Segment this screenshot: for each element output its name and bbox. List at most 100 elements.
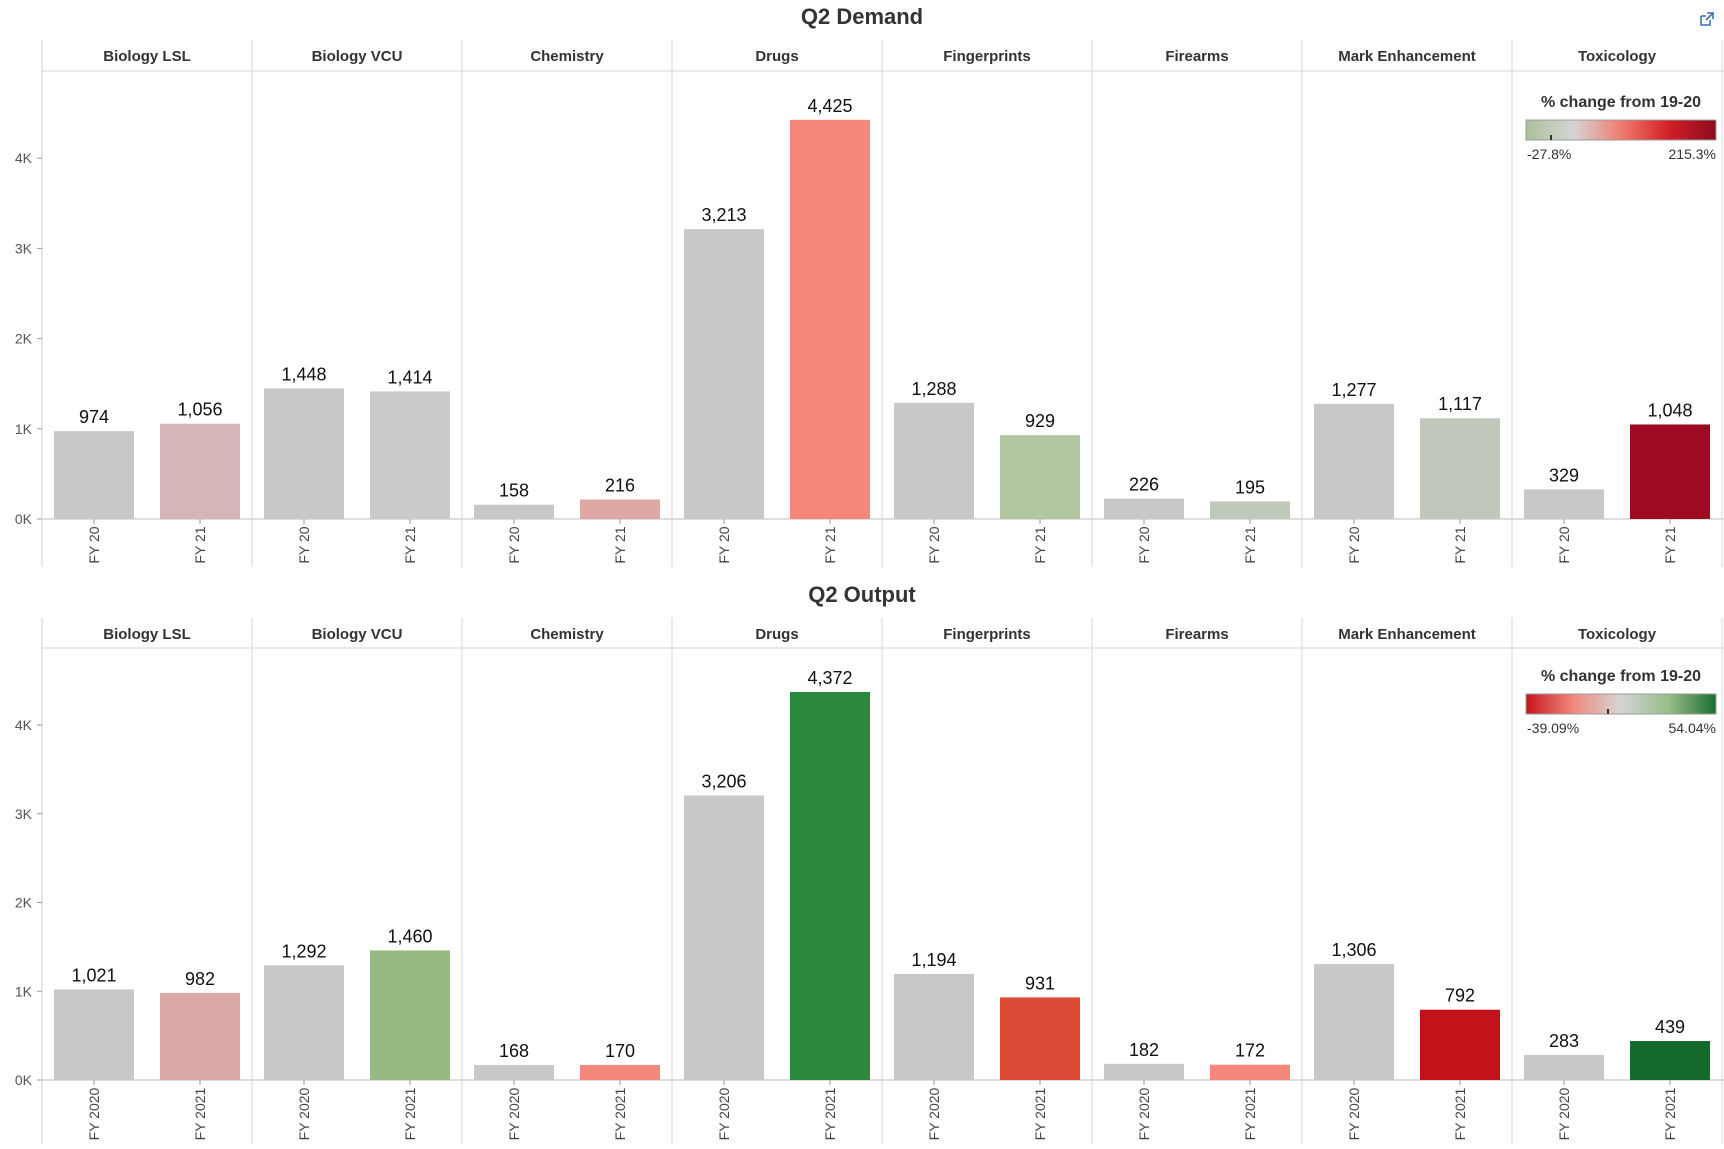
output-x-tick-label: FY 2021 <box>822 1087 838 1140</box>
demand-x-tick-label: FY 20 <box>1346 526 1362 563</box>
output-bar-fy2021 <box>1210 1064 1290 1080</box>
output-data-label: 1,460 <box>387 926 432 946</box>
output-x-tick-label: FY 2021 <box>402 1087 418 1140</box>
output-x-tick-label: FY 2021 <box>612 1087 628 1140</box>
output-x-tick-label: FY 2021 <box>1032 1087 1048 1140</box>
demand-data-label: 195 <box>1235 477 1265 497</box>
output-bar-fy2021 <box>580 1064 660 1080</box>
demand-category-header: Fingerprints <box>943 48 1031 65</box>
demand-x-tick-label: FY 21 <box>192 526 208 563</box>
output-x-tick-label: FY 2021 <box>1242 1087 1258 1140</box>
output-category-header: Firearms <box>1165 626 1228 643</box>
output-data-label: 172 <box>1235 1041 1265 1061</box>
demand-data-label: 1,048 <box>1647 400 1692 420</box>
demand-x-tick-label: FY 20 <box>1556 526 1572 563</box>
demand-data-label: 1,414 <box>387 367 432 387</box>
output-category-header: Biology LSL <box>103 626 191 643</box>
output-data-label: 1,194 <box>911 950 956 970</box>
output-bar-fy2021 <box>160 992 240 1080</box>
demand-bar-fy2021 <box>790 119 870 520</box>
demand-x-tick-label: FY 20 <box>296 526 312 563</box>
output-y-tick-label: 3K <box>15 806 33 822</box>
demand-data-label: 1,277 <box>1331 380 1376 400</box>
demand-x-tick-label: FY 21 <box>1452 526 1468 563</box>
demand-data-label: 929 <box>1025 411 1055 431</box>
output-chart-title: Q2 Output <box>808 582 916 607</box>
demand-category-header: Chemistry <box>530 48 604 65</box>
output-category-header: Drugs <box>755 626 798 643</box>
demand-x-tick-label: FY 21 <box>1662 526 1678 563</box>
output-category-header: Fingerprints <box>943 626 1031 643</box>
output-x-tick-label: FY 2020 <box>716 1087 732 1140</box>
output-x-tick-label: FY 2021 <box>1662 1087 1678 1140</box>
output-x-tick-label: FY 2020 <box>86 1087 102 1140</box>
demand-data-label: 1,448 <box>281 364 326 384</box>
output-category-header: Biology VCU <box>312 626 403 643</box>
demand-data-label: 226 <box>1129 475 1159 495</box>
output-x-tick-label: FY 2021 <box>192 1087 208 1140</box>
output-y-tick-label: 1K <box>15 983 33 999</box>
output-bar-fy2021 <box>790 691 870 1080</box>
demand-x-tick-label: FY 21 <box>822 526 838 563</box>
output-legend-max-label: 54.04% <box>1669 720 1716 736</box>
output-data-label: 931 <box>1025 973 1055 993</box>
demand-x-tick-label: FY 21 <box>402 526 418 563</box>
demand-x-tick-label: FY 21 <box>612 526 628 563</box>
output-bar-fy2021 <box>1630 1041 1710 1080</box>
output-bar-fy2020 <box>54 989 134 1080</box>
output-legend-title: % change from 19-20 <box>1541 668 1701 685</box>
output-y-tick-label: 0K <box>15 1072 33 1088</box>
demand-y-tick-label: 3K <box>15 240 33 256</box>
output-y-tick-label: 4K <box>15 717 33 733</box>
demand-data-label: 329 <box>1549 465 1579 485</box>
demand-bar-fy2020 <box>54 431 134 519</box>
output-data-label: 3,206 <box>701 771 746 791</box>
demand-bar-fy2021 <box>1420 418 1500 519</box>
demand-bar-fy2020 <box>1524 489 1604 519</box>
demand-data-label: 1,056 <box>177 400 222 420</box>
demand-x-tick-label: FY 20 <box>506 526 522 563</box>
output-x-tick-label: FY 2020 <box>1556 1087 1572 1140</box>
output-data-label: 1,021 <box>71 965 116 985</box>
demand-bar-fy2021 <box>1000 435 1080 519</box>
demand-data-label: 3,213 <box>701 205 746 225</box>
demand-x-tick-label: FY 20 <box>1136 526 1152 563</box>
demand-bar-fy2020 <box>684 229 764 519</box>
demand-bar-fy2021 <box>370 391 450 519</box>
demand-data-label: 216 <box>605 476 635 496</box>
demand-y-tick-label: 0K <box>15 511 33 527</box>
demand-x-tick-label: FY 20 <box>926 526 942 563</box>
output-x-tick-label: FY 2021 <box>1452 1087 1468 1140</box>
output-data-label: 170 <box>605 1041 635 1061</box>
output-bar-fy2020 <box>684 795 764 1080</box>
output-x-tick-label: FY 2020 <box>926 1087 942 1140</box>
output-data-label: 1,306 <box>1331 940 1376 960</box>
output-data-label: 283 <box>1549 1031 1579 1051</box>
demand-bar-fy2020 <box>264 388 344 519</box>
demand-legend-gradient-bar <box>1525 119 1717 141</box>
output-bar-fy2020 <box>894 974 974 1080</box>
output-bar-fy2020 <box>474 1065 554 1080</box>
demand-category-header: Drugs <box>755 48 798 65</box>
demand-bar-fy2020 <box>894 402 974 519</box>
external-link-icon[interactable] <box>1700 12 1714 26</box>
demand-data-label: 974 <box>79 407 109 427</box>
output-bar-fy2021 <box>370 950 450 1080</box>
output-data-label: 792 <box>1445 986 1475 1006</box>
demand-bar-fy2021 <box>580 499 660 519</box>
demand-y-tick-label: 2K <box>15 331 33 347</box>
demand-bar-fy2020 <box>1104 498 1184 519</box>
output-legend-gradient-bar <box>1525 693 1717 715</box>
demand-x-tick-label: FY 20 <box>716 526 732 563</box>
demand-x-tick-label: FY 21 <box>1242 526 1258 563</box>
demand-data-label: 158 <box>499 481 529 501</box>
output-data-label: 439 <box>1655 1017 1685 1037</box>
external-link-icon-arrow <box>1705 12 1714 21</box>
demand-x-tick-label: FY 21 <box>1032 526 1048 563</box>
output-bar-fy2020 <box>264 965 344 1080</box>
demand-bar-fy2021 <box>1630 424 1710 519</box>
demand-category-header: Biology LSL <box>103 48 191 65</box>
demand-bar-fy2021 <box>1210 501 1290 519</box>
demand-data-label: 1,288 <box>911 379 956 399</box>
